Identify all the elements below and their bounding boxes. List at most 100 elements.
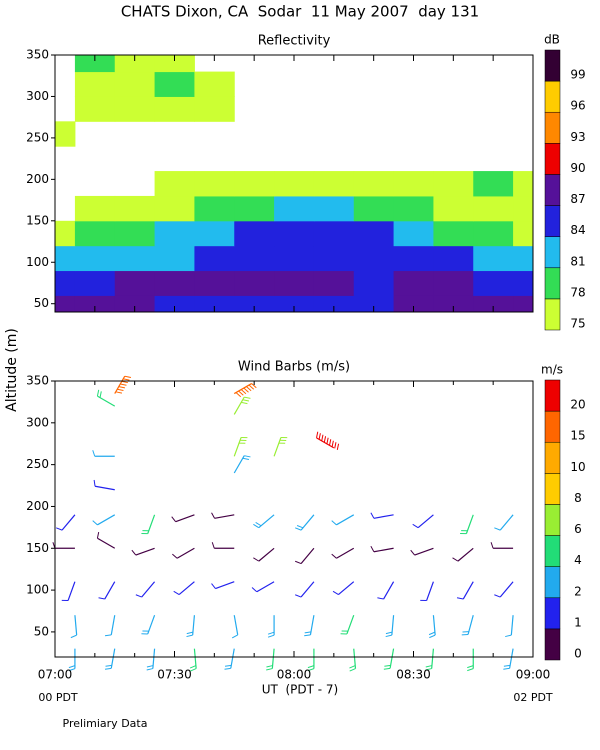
wind-barb	[233, 615, 239, 635]
wind-barb	[271, 648, 275, 669]
wind-barb	[256, 581, 275, 593]
barb-feather	[115, 391, 123, 394]
y-tick-label: 50	[34, 624, 49, 638]
contour-cell	[353, 220, 395, 247]
contour-cell	[353, 245, 395, 272]
barb-feather	[334, 442, 337, 449]
wind-barb	[391, 615, 395, 636]
colorbar-segment	[544, 566, 561, 599]
wind-barb	[431, 648, 435, 669]
colorbar-segment	[544, 473, 561, 505]
contour-cell	[313, 295, 355, 313]
wind-barb	[258, 547, 275, 562]
contour-cell	[114, 96, 156, 122]
wind-barb	[233, 437, 242, 457]
barb-feather	[412, 523, 419, 529]
colorbar-segment	[544, 535, 561, 567]
barb-feather	[331, 440, 334, 448]
contour-cell	[154, 295, 195, 313]
barb-feather	[171, 516, 177, 522]
contour-cell	[154, 55, 195, 73]
contour-cell	[433, 195, 474, 222]
contour-cell	[194, 71, 235, 97]
wind-barb	[499, 514, 514, 531]
barb-feather	[135, 594, 142, 598]
wind-barb	[383, 581, 395, 600]
contour-cell	[433, 220, 474, 247]
x-axis-label: UT (PDT - 7)	[262, 683, 339, 697]
wind-barb	[67, 581, 76, 601]
wind-barb	[336, 547, 355, 559]
barb-feather	[251, 383, 257, 389]
contour-cell	[513, 220, 534, 247]
barb-feather	[93, 479, 96, 487]
wind-barb	[432, 615, 436, 636]
colorbar-segment	[544, 298, 561, 331]
barb-feather	[251, 587, 258, 593]
barb-feather	[494, 594, 501, 598]
barb-feather	[231, 634, 238, 639]
y-tick-label: 100	[26, 583, 49, 597]
barb-feather	[410, 549, 416, 556]
colorbar-segment	[544, 410, 561, 443]
barb-feather	[503, 667, 510, 670]
contour-cell	[194, 220, 235, 247]
wind-barb	[346, 614, 355, 635]
wind-barb	[316, 437, 335, 449]
wind-barb	[230, 648, 235, 669]
barb-feather	[242, 399, 250, 402]
wind-barb	[175, 514, 195, 523]
contour-cell	[74, 96, 116, 122]
wind-barb	[214, 514, 235, 519]
colorbar-segment	[544, 174, 561, 206]
barb-feather	[99, 391, 102, 398]
barb-feather	[385, 631, 393, 635]
contour-cell	[234, 195, 275, 222]
footer-note: Prelimiary Data	[63, 717, 148, 730]
colorbar-label: 10	[570, 460, 585, 474]
y-axis-label: Altitude (m)	[4, 328, 20, 412]
barb-feather	[307, 668, 315, 672]
y-tick-label: 300	[26, 415, 49, 429]
wind-barb	[338, 581, 355, 596]
barb-feather	[304, 634, 311, 637]
barb-feather	[425, 665, 433, 668]
colorbar-label: 4	[574, 553, 582, 567]
barb-feather	[211, 583, 216, 589]
barb-feather	[211, 542, 215, 549]
colorbar-segment	[544, 379, 561, 412]
wind-barb	[273, 437, 282, 457]
barb-feather	[296, 525, 304, 529]
barb-feather	[336, 443, 340, 451]
wind-barb	[462, 581, 474, 600]
contour-cell	[274, 270, 315, 296]
barb-feather	[349, 668, 356, 672]
wind-barb	[509, 648, 514, 669]
wind-barb	[373, 547, 394, 553]
y-tick-label: 200	[26, 172, 49, 186]
colorbar-segment	[544, 143, 561, 175]
contour-cell	[74, 270, 116, 296]
barb-feather	[189, 665, 197, 669]
barb-feather	[70, 634, 77, 639]
wind-barb	[178, 581, 195, 596]
barb-feather	[211, 512, 215, 519]
contour-cell	[313, 195, 355, 222]
barb-feather	[267, 634, 275, 638]
colorbar-segment	[544, 504, 561, 536]
contour-cell	[313, 171, 355, 197]
contour-cell	[55, 295, 76, 313]
contour-cell	[473, 245, 514, 272]
barb-feather	[383, 667, 391, 670]
contour-cell	[473, 295, 514, 313]
contour-cell	[114, 195, 156, 222]
contour-cell	[154, 171, 195, 197]
contour-cell	[55, 220, 76, 247]
wind-barb	[353, 648, 357, 669]
barb-feather	[255, 522, 262, 527]
contour-cell	[55, 245, 76, 272]
wind-barb	[97, 537, 116, 549]
contour-cell	[234, 270, 275, 296]
y-tick-label: 350	[26, 374, 49, 388]
